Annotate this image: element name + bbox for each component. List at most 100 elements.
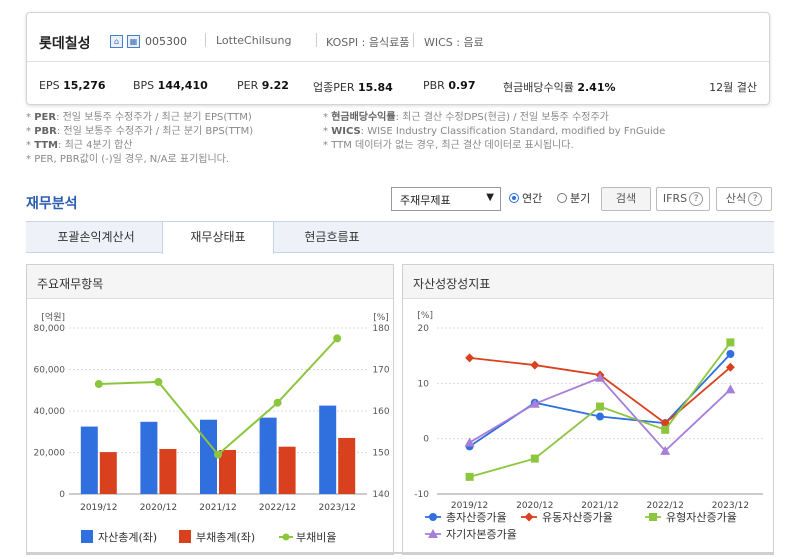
x-tick-label: 2023/12 <box>319 503 356 513</box>
tab-cash-flow[interactable]: 현금흐름표 <box>304 230 360 244</box>
home-icon[interactable]: ⌂ <box>110 35 123 48</box>
fiscal-month: 12월 결산 <box>709 81 757 94</box>
x-tick-label: 2020/12 <box>140 503 177 513</box>
bar-total-assets <box>80 426 98 494</box>
legend-label: 부채총계(좌) <box>196 531 255 544</box>
key-financials-chart: [억원] [%] 0 20,000 40,000 60,000 80,000 140 150 16… <box>34 311 390 544</box>
note-line: * PER: 전일 보통주 수정주가 / 최근 분기 EPS(TTM) <box>26 112 252 123</box>
point-series <box>596 412 604 421</box>
bar-total-liabilities <box>278 446 296 494</box>
notes-left: * PER: 전일 보통주 수정주가 / 최근 분기 EPS(TTM) * PB… <box>26 111 253 167</box>
building-icon[interactable]: ▦ <box>127 35 140 48</box>
legend-label: 유동자산증가율 <box>542 511 613 524</box>
tab-balance-sheet[interactable]: 재무상태표 <box>162 222 274 254</box>
help-icon: ? <box>689 192 704 206</box>
help-icon: ? <box>748 192 763 206</box>
bar-total-liabilities <box>338 437 356 494</box>
note-line: * 현금배당수익률: 최근 결산 수정DPS(현금) / 전일 보통주 수정주가 <box>323 112 609 123</box>
radio-annual[interactable]: 연간 <box>509 190 542 206</box>
y-axis-unit-label: [억원] <box>41 311 65 323</box>
line-debt-ratio <box>98 337 338 457</box>
note-line: * TTM: 최근 4분기 합산 <box>26 140 133 151</box>
panel-title: 자산성장성지표 <box>403 265 773 299</box>
legend-swatch <box>429 513 437 521</box>
bar-total-liabilities <box>159 448 177 494</box>
point-series <box>660 418 670 428</box>
point-series <box>725 384 736 394</box>
bottom-border <box>26 552 774 554</box>
y2-tick-label: 160 <box>372 407 389 417</box>
y-tick-label: 20 <box>418 324 430 334</box>
x-tick-label: 2022/12 <box>647 501 684 511</box>
ifrs-help-button[interactable]: IFRS? <box>656 187 710 211</box>
section-title: 재무분석 <box>26 196 78 212</box>
point-debt-ratio <box>94 380 103 389</box>
point-series <box>464 437 475 447</box>
panel-asset-growth: 자산성장성지표 [%] -10 0 10 20 2019/12 2020/12 2021/12… <box>402 264 774 555</box>
legend-label: 총자산증가율 <box>446 511 507 524</box>
x-tick-label: 2021/12 <box>199 503 236 513</box>
point-series <box>465 353 475 363</box>
search-button[interactable]: 검색 <box>601 187 651 211</box>
point-debt-ratio <box>333 334 342 343</box>
y-tick-label: 0 <box>59 490 65 500</box>
point-debt-ratio <box>154 377 163 386</box>
point-series <box>529 398 540 408</box>
bar-total-assets <box>319 405 337 494</box>
y2-tick-label: 170 <box>372 366 389 376</box>
legend-swatch <box>282 533 290 541</box>
radio-quarter[interactable]: 분기 <box>557 190 590 206</box>
point-debt-ratio <box>273 398 282 407</box>
panel-title: 주요재무항목 <box>27 265 393 299</box>
metric-dividend-yield: 현금배당수익률 2.41% <box>503 81 616 94</box>
y-axis-unit-label: [%] <box>417 311 433 321</box>
x-tick-label: 2021/12 <box>581 501 618 511</box>
tab-income-statement[interactable]: 포괄손익계산서 <box>57 230 135 244</box>
statement-tabs: 포괄손익계산서 재무상태표 현금흐름표 <box>26 221 774 254</box>
panel-key-financials: 주요재무항목 [억원] [%] 0 20,000 40,000 60,000 80,000 1… <box>26 264 394 555</box>
chevron-down-icon: ▼ <box>486 192 494 203</box>
y-tick-label: -10 <box>414 490 429 500</box>
point-series <box>726 338 735 347</box>
point-series <box>530 454 539 463</box>
y-tick-label: 60,000 <box>34 366 66 376</box>
metric-eps: EPS 15,276 <box>39 79 106 92</box>
note-line: * WICS: WISE Industry Classification Sta… <box>323 126 666 137</box>
note-line: * PBR: 전일 보통주 수정주가 / 최근 분기 BPS(TTM) <box>26 126 254 137</box>
company-header: 롯데칠성 ⌂ ▦ 005300 LotteChilsung KOSPI : 음식… <box>26 12 770 105</box>
divider <box>316 33 317 47</box>
bar-total-assets <box>140 421 158 494</box>
company-name: 롯데칠성 <box>39 36 91 52</box>
x-tick-label: 2019/12 <box>451 501 488 511</box>
metric-industry-per: 업종PER 15.84 <box>313 81 393 94</box>
formula-help-button[interactable]: 산식? <box>716 187 772 211</box>
bar-total-assets <box>259 417 277 494</box>
legend-label: 유형자산증가율 <box>666 511 737 524</box>
header-divider <box>27 61 769 62</box>
y-tick-label: 80,000 <box>34 324 66 334</box>
y-tick-label: 10 <box>418 379 430 389</box>
point-debt-ratio <box>214 450 222 459</box>
metric-bps: BPS 144,410 <box>133 79 208 92</box>
y2-axis-unit-label: [%] <box>373 313 389 323</box>
legend-swatch <box>81 530 93 543</box>
y2-tick-label: 140 <box>372 490 389 500</box>
wics-label: WICS : 음료 <box>424 36 484 49</box>
point-series <box>661 425 670 434</box>
point-series <box>465 472 474 481</box>
legend-swatch <box>524 512 534 522</box>
asset-growth-chart: [%] -10 0 10 20 2019/12 2020/12 2021/12 2022/12 2… <box>414 311 763 541</box>
y2-tick-label: 150 <box>372 449 389 459</box>
legend-label: 자기자본증가율 <box>446 528 517 541</box>
divider <box>413 33 414 47</box>
note-line: * PER, PBR값이 (-)일 경우, N/A로 표기됩니다. <box>26 154 230 165</box>
point-series <box>660 445 671 455</box>
legend-label: 자산총계(좌) <box>98 531 157 544</box>
statement-select[interactable]: 주재무제표 ▼ <box>391 187 501 211</box>
point-series <box>726 350 735 359</box>
bar-total-liabilities <box>219 450 236 494</box>
divider <box>205 33 206 47</box>
metric-pbr: PBR 0.97 <box>423 79 476 92</box>
bar-total-assets <box>200 419 217 494</box>
y2-tick-label: 180 <box>372 324 389 334</box>
